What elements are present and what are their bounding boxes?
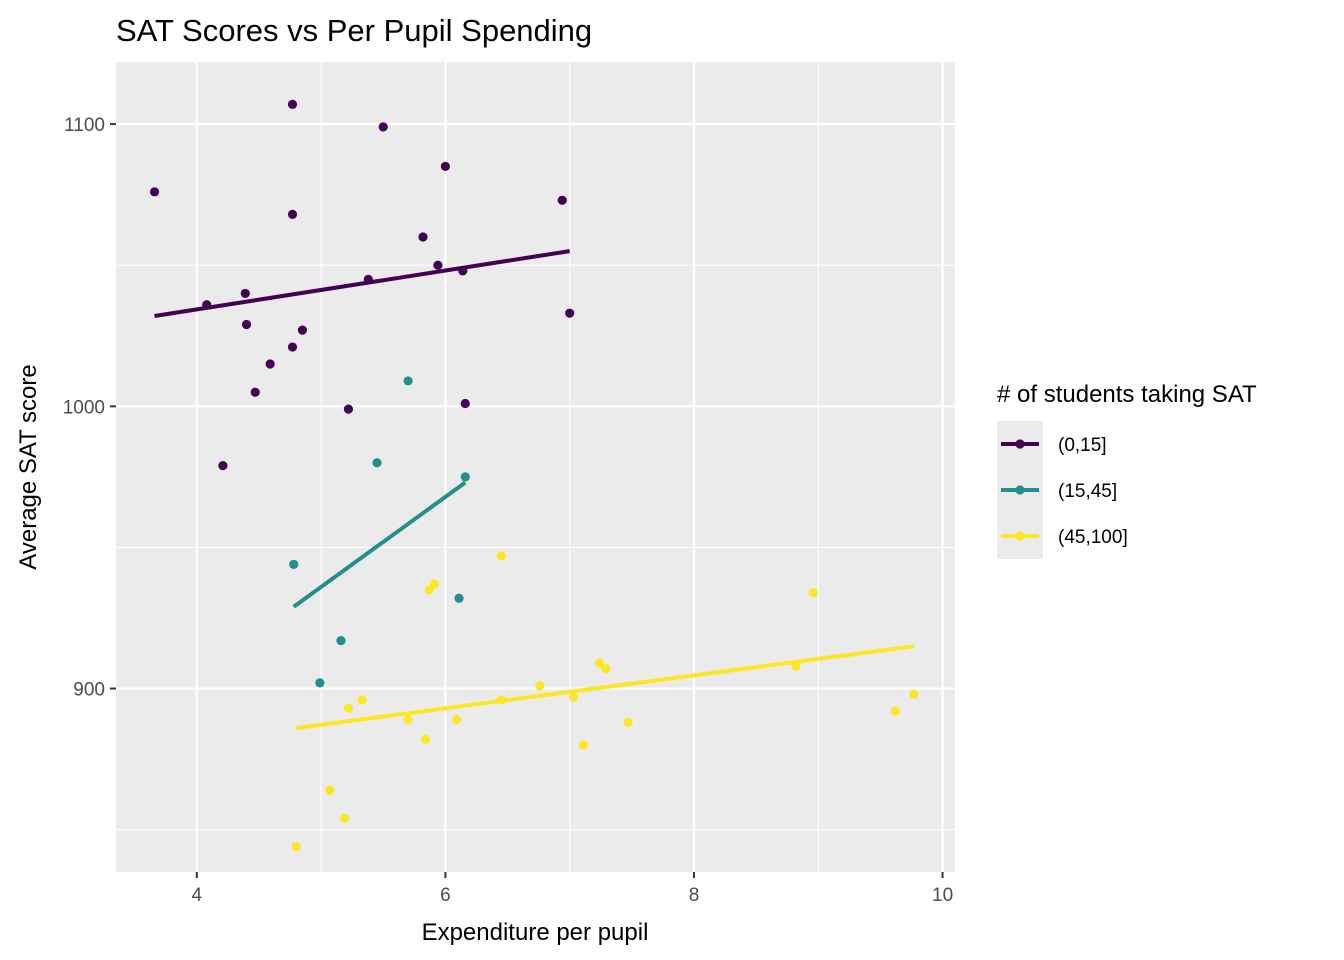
data-point: [378, 122, 388, 132]
data-point: [429, 579, 439, 589]
data-point: [363, 274, 373, 284]
data-point: [460, 472, 470, 482]
data-point: [287, 99, 298, 109]
data-point: [287, 342, 298, 352]
data-point: [403, 376, 413, 386]
trend-line: [154, 249, 570, 318]
data-point: [601, 664, 611, 674]
legend-key-point: [1015, 439, 1025, 449]
plot-panel: [116, 62, 955, 872]
data-point: [297, 325, 308, 335]
minor-gridlines: [116, 62, 955, 872]
data-point: [420, 734, 431, 744]
data-point: [890, 706, 900, 716]
data-point: [218, 460, 228, 471]
data-point: [357, 695, 367, 705]
data-point: [287, 209, 298, 220]
data-point: [340, 813, 350, 823]
data-point: [265, 359, 275, 369]
trend-line: [295, 644, 915, 731]
data-point: [791, 661, 801, 671]
data-point: [202, 300, 212, 310]
x-tick-label: 10: [932, 885, 953, 906]
x-tick-label: 4: [192, 885, 203, 906]
data-point: [496, 551, 506, 561]
y-axis: 900 1000 1100: [63, 115, 116, 701]
data-point: [909, 689, 919, 699]
legend: # of students taking SAT (0,15] (15,45] (4…: [997, 381, 1257, 559]
legend-items: (0,15] (15,45] (45,100]: [997, 421, 1128, 559]
major-gridlines: [116, 62, 955, 872]
data-point: [808, 587, 818, 598]
x-axis-title: Expenditure per pupil: [422, 919, 649, 946]
chart-title: SAT Scores vs Per Pupil Spending: [116, 13, 592, 48]
data-point: [568, 692, 579, 702]
data-point: [623, 717, 633, 728]
data-point: [565, 308, 575, 318]
legend-label: (45,100]: [1058, 527, 1128, 548]
x-tick-label: 6: [440, 885, 451, 906]
data-point: [458, 266, 468, 276]
data-point: [325, 785, 335, 795]
x-tick-label: 8: [689, 885, 700, 906]
trend-line: [292, 480, 467, 609]
data-point: [241, 319, 252, 330]
legend-label: (15,45]: [1058, 481, 1117, 502]
data-point: [315, 678, 325, 688]
data-point: [250, 387, 260, 397]
trend-lines: [154, 249, 915, 731]
y-tick-label: 1100: [64, 115, 105, 136]
legend-item: (45,100]: [997, 513, 1128, 559]
data-point: [451, 714, 462, 725]
data-point: [372, 458, 382, 468]
legend-item: (0,15]: [997, 421, 1107, 467]
data-point: [403, 714, 413, 725]
data-point: [557, 195, 567, 205]
data-point: [289, 559, 299, 569]
legend-title: # of students taking SAT: [997, 381, 1257, 408]
y-tick-label: 1000: [63, 397, 105, 418]
data-point: [343, 703, 354, 713]
y-axis-title: Average SAT score: [15, 364, 42, 569]
data-point: [149, 187, 160, 197]
data-point: [535, 681, 545, 691]
legend-key-point: [1015, 485, 1025, 495]
legend-key-point: [1015, 531, 1025, 541]
x-axis: 4 6 8 10: [192, 872, 953, 906]
data-point: [454, 593, 464, 603]
y-tick-label: 900: [73, 680, 105, 701]
data-point: [496, 695, 506, 705]
data-point: [343, 404, 354, 414]
data-point: [578, 740, 588, 750]
data-point: [460, 398, 470, 409]
data-point: [418, 232, 428, 242]
data-point: [440, 161, 450, 172]
data-point: [291, 841, 301, 852]
data-point: [433, 260, 443, 270]
legend-label: (0,15]: [1058, 435, 1107, 456]
data-point: [594, 658, 605, 668]
data-point: [336, 635, 346, 646]
legend-item: (15,45]: [997, 467, 1117, 513]
data-points: [149, 99, 919, 852]
data-point: [240, 288, 250, 299]
